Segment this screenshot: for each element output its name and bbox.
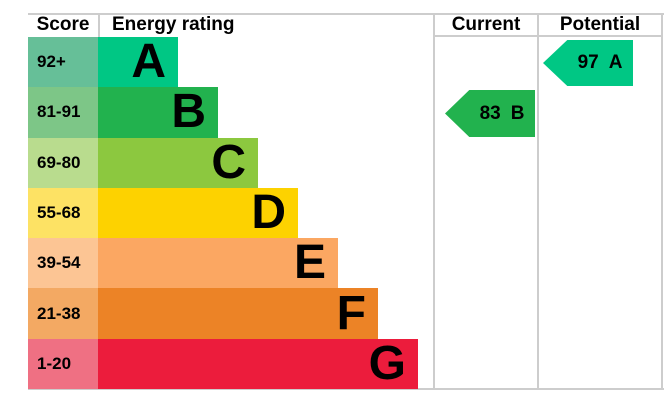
band-letter-c: C [211, 135, 246, 189]
band-bar-b: B [98, 85, 218, 139]
band-letter-a: A [131, 35, 166, 89]
band-row-f: 21-38 F [28, 286, 664, 340]
potential-column-divider [537, 13, 539, 390]
table-top-border [28, 13, 664, 15]
band-row-d: 55-68 D [28, 185, 664, 239]
band-bar-g: G [98, 336, 418, 390]
band-row-g: 1-20 G [28, 336, 664, 390]
score-range-b: 81-91 [28, 87, 98, 138]
band-letter-f: F [336, 286, 366, 340]
score-range-g: 1-20 [28, 338, 98, 389]
header-current: Current [451, 14, 521, 35]
score-range-d: 55-68 [28, 187, 98, 239]
band-row-a: 92+ A [28, 35, 664, 89]
score-range-a: 92+ [28, 37, 98, 88]
current-column-divider [433, 13, 435, 390]
bands-container: 92+ A 81-91 B 69-80 C 55-68 D 39-54 E 21-38 F 1-20 G [28, 37, 664, 389]
band-letter-b: B [171, 85, 206, 139]
band-bar-c: C [98, 135, 258, 189]
potential-rating-arrow: 97 A [543, 40, 633, 86]
potential-score-value: 97 [577, 52, 599, 73]
score-header-divider [98, 13, 100, 37]
potential-band-letter: A [608, 52, 623, 73]
band-letter-g: G [368, 336, 406, 390]
band-row-c: 69-80 C [28, 135, 664, 189]
band-bar-d: D [98, 185, 298, 239]
header-bottom-border [435, 35, 663, 37]
header-energy-rating: Energy rating [112, 14, 235, 35]
table-right-border [661, 13, 663, 390]
score-range-e: 39-54 [28, 238, 98, 289]
band-bar-f: F [98, 286, 378, 340]
current-score-value: 83 [479, 102, 501, 124]
band-row-e: 39-54 E [28, 236, 664, 290]
band-bar-e: E [98, 236, 338, 290]
current-band-letter: B [510, 102, 525, 124]
band-row-b: 81-91 B [28, 85, 664, 139]
header-potential: Potential [559, 14, 641, 35]
score-range-c: 69-80 [28, 137, 98, 188]
band-letter-e: E [293, 236, 326, 290]
score-range-f: 21-38 [28, 288, 98, 339]
table-bottom-border [28, 388, 664, 390]
band-bar-a: A [98, 35, 178, 89]
header-score: Score [36, 14, 90, 35]
band-letter-d: D [251, 185, 286, 239]
